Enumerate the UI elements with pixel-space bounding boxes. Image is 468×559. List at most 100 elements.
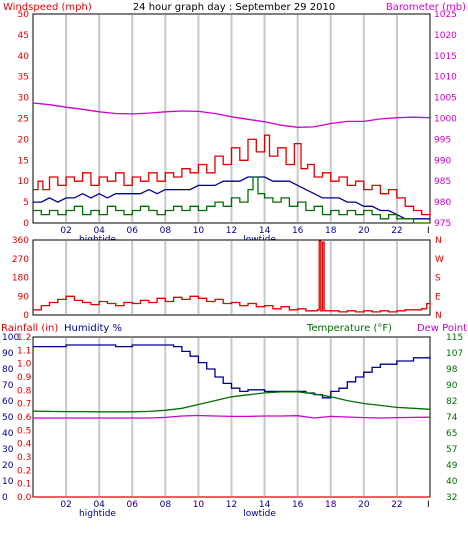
temperature-tick: 57 xyxy=(446,445,457,455)
rainfall-tick: 0.1 xyxy=(17,480,31,490)
barometer-tick: 995 xyxy=(434,135,451,145)
x-tick: 08 xyxy=(160,226,172,236)
direction-tick: 180 xyxy=(12,274,29,284)
series-green-line xyxy=(33,176,430,224)
barometer-tick: 985 xyxy=(434,177,451,187)
x-end-marker: I xyxy=(427,226,430,236)
temperature-tick: 115 xyxy=(446,333,463,343)
rainfall-tick: 0.5 xyxy=(17,426,31,436)
windspeed-tick: 25 xyxy=(18,115,29,125)
lowtide-label: lowtide xyxy=(243,509,276,519)
x-tick: 08 xyxy=(160,500,172,510)
barometer-tick: 1010 xyxy=(434,73,457,83)
x-tick: 22 xyxy=(391,226,402,236)
compass-tick: E xyxy=(435,292,441,302)
windspeed-axis-label: Windspeed (mph) xyxy=(3,2,92,13)
compass-tick: N xyxy=(435,236,442,246)
x-tick: 10 xyxy=(193,500,205,510)
humidity-axis-label: Humidity % xyxy=(64,323,122,334)
direction-tick: 90 xyxy=(18,292,30,302)
windspeed-tick: 15 xyxy=(18,156,29,166)
temperature-tick: 82 xyxy=(446,397,457,407)
barometer-tick: 975 xyxy=(434,219,451,229)
barometer-tick: 1015 xyxy=(434,52,457,62)
temperature-tick: 49 xyxy=(446,461,458,471)
rainfall-tick: 1.0 xyxy=(17,360,32,370)
series-magenta-line xyxy=(32,102,431,128)
x-tick: 16 xyxy=(292,226,304,236)
x-end-marker: I xyxy=(427,500,430,510)
rainfall-tick: 1.2 xyxy=(17,333,31,343)
direction-tick: 360 xyxy=(12,236,29,246)
rainfall-tick: 0.8 xyxy=(17,386,32,396)
x-tick: 02 xyxy=(60,226,71,236)
rainfall-tick: 0.0 xyxy=(17,493,32,503)
rainfall-axis-label: Rainfall (in) xyxy=(1,323,58,334)
barometer-tick: 980 xyxy=(434,198,451,208)
windspeed-tick: 10 xyxy=(18,177,30,187)
x-tick: 20 xyxy=(358,226,370,236)
humidity-tick: 50 xyxy=(2,413,14,423)
barometer-tick: 1020 xyxy=(434,31,457,41)
x-tick: 16 xyxy=(292,500,304,510)
windspeed-tick: 45 xyxy=(18,31,29,41)
windspeed-tick: 30 xyxy=(18,94,30,104)
series-blue-line xyxy=(33,176,430,220)
temperature-tick: 65 xyxy=(446,429,457,439)
x-tick: 06 xyxy=(127,226,139,236)
rainfall-tick: 0.6 xyxy=(17,413,32,423)
barometer-tick: 1005 xyxy=(434,94,457,104)
humidity-tick: 60 xyxy=(2,397,14,407)
temperature-axis-label: Temperature (°F) xyxy=(306,323,392,334)
barometer-axis-label: Barometer (mb) xyxy=(386,2,466,13)
temperature-tick: 74 xyxy=(446,413,458,423)
compass-tick: S xyxy=(435,274,441,284)
temperature-tick: 40 xyxy=(446,477,458,487)
x-tick: 20 xyxy=(358,500,370,510)
x-tick: 04 xyxy=(93,500,105,510)
humidity-tick: 100 xyxy=(2,333,19,343)
x-tick: 06 xyxy=(127,500,139,510)
compass-tick: W xyxy=(435,255,444,265)
temperature-tick: 98 xyxy=(446,365,458,375)
windspeed-tick: 0 xyxy=(23,219,29,229)
wind-direction-line xyxy=(33,240,431,313)
x-tick: 14 xyxy=(259,500,271,510)
humidity-tick: 70 xyxy=(2,381,14,391)
temperature-tick: 107 xyxy=(446,349,463,359)
humidity-tick: 40 xyxy=(2,429,14,439)
dewpoint-axis-label: Dew Point xyxy=(417,323,467,334)
rainfall-tick: 0.4 xyxy=(17,440,32,450)
temperature-tick: 90 xyxy=(446,381,458,391)
series-green-line xyxy=(32,391,431,413)
series-red-line xyxy=(33,134,431,216)
humidity-tick: 0 xyxy=(2,493,8,503)
temperature-tick: 32 xyxy=(446,493,457,503)
humidity-tick: 10 xyxy=(2,477,14,487)
humidity-tick: 20 xyxy=(2,461,14,471)
rainfall-tick: 1.1 xyxy=(17,346,31,356)
direction-tick: 270 xyxy=(12,255,29,265)
windspeed-tick: 20 xyxy=(18,135,30,145)
x-tick: 02 xyxy=(60,500,71,510)
barometer-tick: 990 xyxy=(434,156,451,166)
rainfall-tick: 0.9 xyxy=(17,373,32,383)
x-tick: 12 xyxy=(226,226,237,236)
x-tick: 04 xyxy=(93,226,105,236)
x-tick: 12 xyxy=(226,500,237,510)
windspeed-tick: 40 xyxy=(18,52,30,62)
hightide-label: hightide xyxy=(79,509,116,519)
direction-tick: 0 xyxy=(23,311,29,321)
series-magenta-line xyxy=(33,414,431,419)
humidity-tick: 80 xyxy=(2,365,14,375)
windspeed-tick: 5 xyxy=(23,198,29,208)
windspeed-tick: 50 xyxy=(18,10,30,20)
x-tick: 14 xyxy=(259,226,271,236)
x-tick: 18 xyxy=(325,226,337,236)
x-tick: 22 xyxy=(391,500,402,510)
rainfall-tick: 0.7 xyxy=(17,400,31,410)
windspeed-tick: 35 xyxy=(18,73,29,83)
rainfall-tick: 0.3 xyxy=(17,453,31,463)
barometer-tick: 1025 xyxy=(434,10,457,20)
